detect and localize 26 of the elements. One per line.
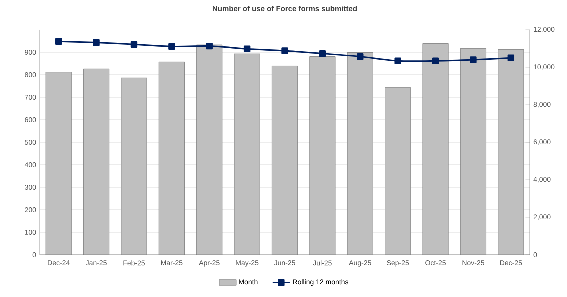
bar [234, 54, 260, 255]
point [56, 38, 62, 45]
point [130, 41, 138, 48]
bar [460, 48, 486, 255]
bar [385, 88, 412, 255]
bar [347, 52, 374, 255]
point [508, 54, 515, 62]
bar [422, 44, 449, 255]
point [93, 39, 100, 46]
bar [158, 62, 185, 255]
point [282, 48, 288, 54]
bar [498, 50, 524, 255]
bar [121, 78, 148, 255]
point [168, 43, 176, 50]
bar [310, 56, 336, 255]
bar [272, 66, 298, 255]
bar [46, 72, 72, 255]
point [470, 56, 477, 64]
point [357, 53, 364, 60]
point [432, 58, 440, 64]
point [206, 42, 213, 50]
point [319, 50, 326, 58]
bar [196, 44, 223, 255]
point [394, 58, 402, 64]
bar [84, 68, 110, 255]
point [244, 46, 251, 52]
